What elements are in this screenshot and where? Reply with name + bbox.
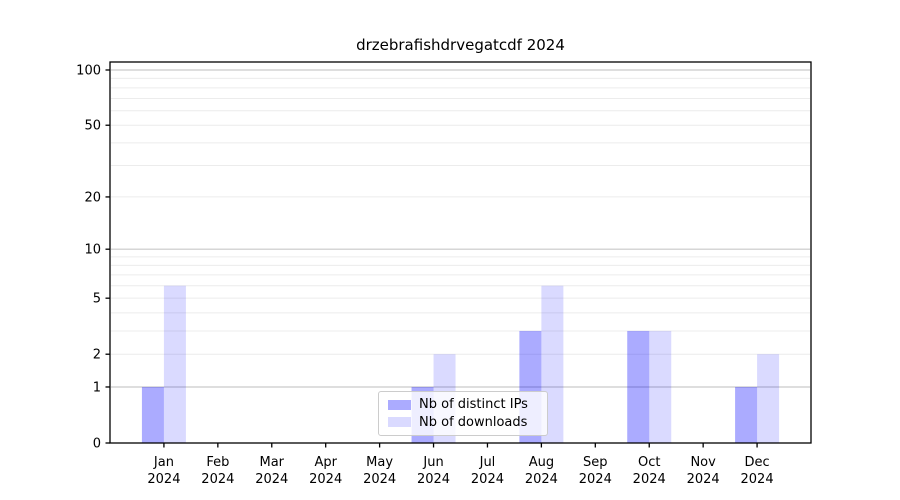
- x-tick-label-year: 2024: [525, 472, 558, 487]
- legend-label-distinct-ips: Nb of distinct IPs: [419, 397, 528, 413]
- x-tick-label-year: 2024: [201, 472, 234, 487]
- bar-distinct-ips-dec: [735, 386, 758, 443]
- x-tick-label: Dec: [744, 455, 769, 470]
- legend-entry-downloads: Nb of downloads: [388, 414, 539, 432]
- y-tick-label: 50: [84, 119, 101, 134]
- y-tick-label: 2: [93, 348, 101, 363]
- x-tick-label: Jan: [153, 455, 174, 470]
- y-tick-label: 10: [84, 243, 101, 258]
- x-tick-label-year: 2024: [255, 472, 288, 487]
- x-tick-label: Oct: [638, 455, 660, 470]
- y-tick-label: 1: [93, 380, 101, 395]
- bar-distinct-ips-jan: [141, 386, 164, 443]
- x-tick-label-year: 2024: [741, 472, 774, 487]
- x-tick-label: Aug: [529, 455, 554, 470]
- y-tick-label: 20: [84, 190, 101, 205]
- legend-entry-distinct-ips: Nb of distinct IPs: [388, 396, 539, 414]
- x-tick-label-year: 2024: [633, 472, 666, 487]
- legend: Nb of distinct IPs Nb of downloads: [378, 391, 548, 436]
- plot-frame: [109, 61, 812, 444]
- gridlines: [111, 69, 810, 388]
- x-tick-label-year: 2024: [687, 472, 720, 487]
- bar-distinct-ips-oct: [627, 330, 650, 443]
- x-tick-label: May: [366, 455, 393, 470]
- bar-downloads-dec: [757, 354, 780, 443]
- y-tick-label: 5: [93, 292, 101, 307]
- x-tick-label-year: 2024: [309, 472, 342, 487]
- x-tick-label: Mar: [260, 455, 285, 470]
- bar-downloads-jan: [163, 285, 186, 443]
- y-tick-label: 0: [93, 437, 101, 452]
- x-tick-label: Feb: [206, 455, 229, 470]
- x-axis: Jan 2024 Feb 2024 Mar 2024 Apr 2024 May 2024 Jun 20…: [147, 443, 774, 487]
- x-tick-label: Nov: [690, 455, 716, 470]
- legend-label-downloads: Nb of downloads: [419, 414, 528, 430]
- x-tick-label: Apr: [314, 455, 337, 470]
- x-tick-label-year: 2024: [579, 472, 612, 487]
- x-tick-label-year: 2024: [471, 472, 504, 487]
- chart-title: drzebrafishdrvegatcdf 2024: [356, 36, 565, 54]
- x-tick-label-year: 2024: [363, 472, 396, 487]
- legend-swatch-distinct-ips: [388, 399, 411, 410]
- x-tick-label: Sep: [583, 455, 608, 470]
- y-tick-label: 100: [76, 63, 101, 78]
- bar-downloads-oct: [649, 330, 672, 443]
- legend-swatch-downloads: [388, 417, 411, 428]
- x-tick-label-year: 2024: [147, 472, 180, 487]
- x-tick-label: Jun: [422, 455, 443, 470]
- x-tick-label-year: 2024: [417, 472, 450, 487]
- x-tick-label: Jul: [479, 455, 496, 470]
